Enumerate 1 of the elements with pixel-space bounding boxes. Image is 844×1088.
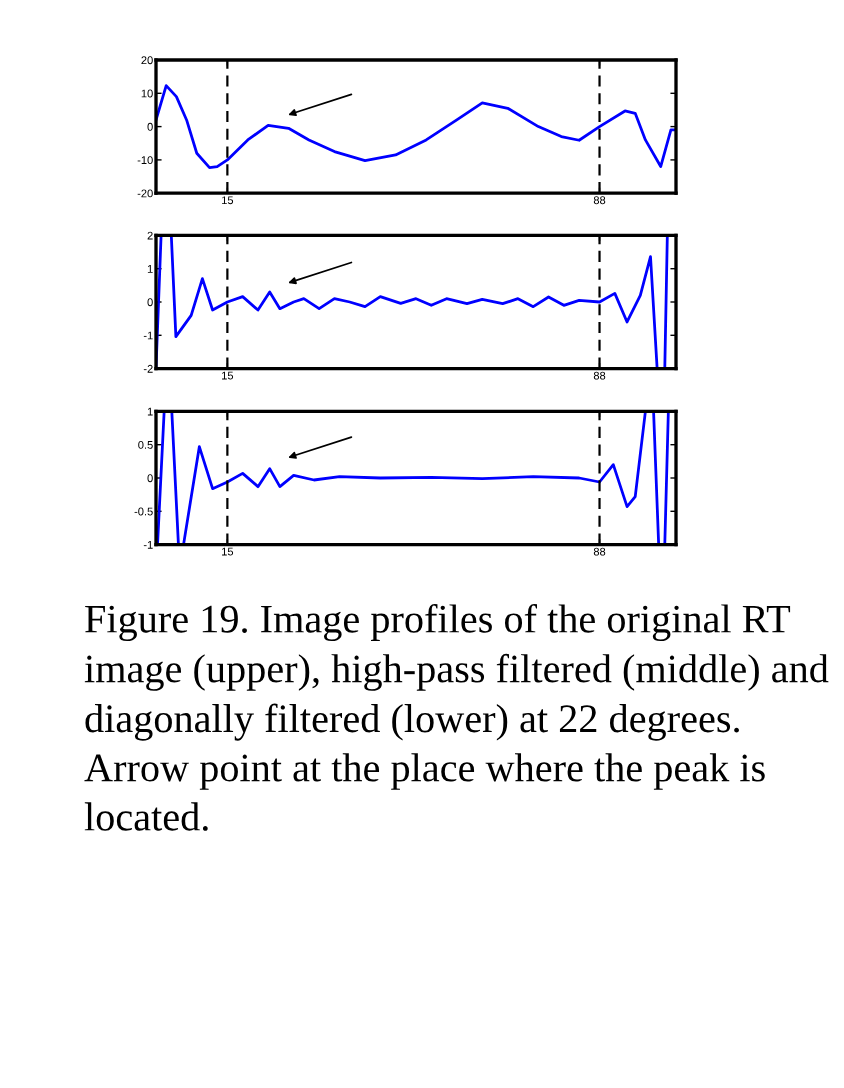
caption: Figure 19. Image profiles of the original RT image (upper), high-pass filtered (middle) and diagonally filtered (lower) at 22 degrees. Arrow point at the place where the peak is located.: [84, 604, 829, 831]
